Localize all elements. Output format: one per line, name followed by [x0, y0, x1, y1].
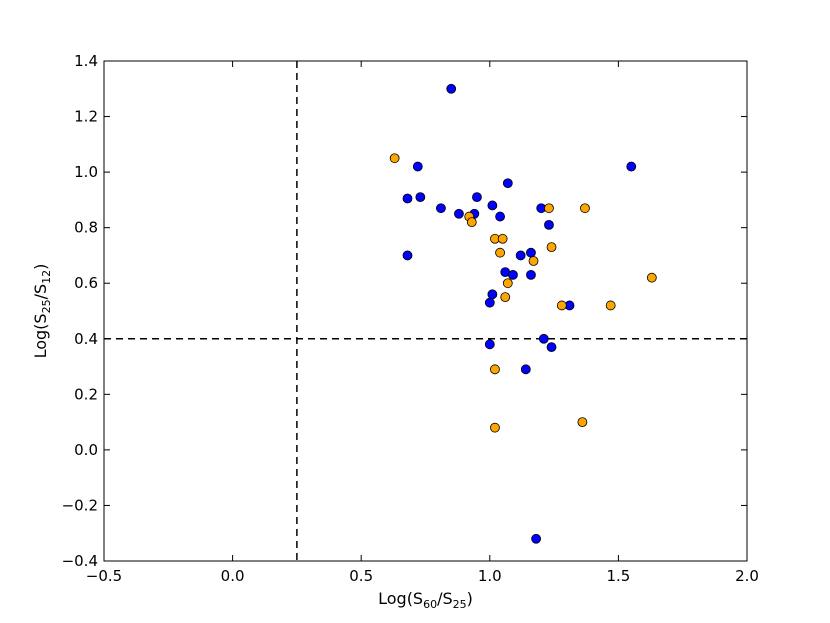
orange-data-point [490, 364, 500, 375]
y-tick-label: 1.2 [74, 108, 98, 126]
blue-data-point [446, 83, 457, 94]
orange-data-point [497, 233, 508, 244]
blue-data-point [531, 533, 541, 544]
blue-data-point [412, 161, 423, 172]
orange-data-point [500, 292, 511, 303]
x-tick-label: 1.0 [478, 567, 502, 585]
blue-data-point [487, 200, 498, 211]
x-tick-label: 0.0 [221, 567, 245, 585]
y-tick-label: 1.0 [74, 163, 98, 181]
blue-data-point [520, 364, 531, 375]
x-tick-label: 1.5 [606, 567, 630, 585]
orange-data-point [502, 278, 513, 289]
y-axis-title: Log(S25/S12) [31, 264, 53, 359]
blue-data-point [626, 161, 637, 172]
blue-data-point [526, 269, 536, 280]
blue-data-point [484, 339, 495, 350]
y-tick-label: 0.4 [74, 330, 98, 348]
y-tick-label: −0.2 [62, 496, 98, 514]
blue-data-point [454, 208, 464, 219]
blue-data-point [515, 250, 526, 261]
blue-data-point [495, 211, 505, 222]
y-tick-label: 0.2 [74, 385, 98, 403]
orange-data-point [495, 247, 505, 258]
orange-data-point [466, 217, 477, 228]
blue-data-point [436, 203, 446, 214]
orange-data-point [577, 417, 588, 428]
blue-data-point [402, 193, 413, 204]
y-tick-label: 0.6 [74, 274, 98, 292]
orange-data-point [556, 300, 567, 311]
y-tick-label: 1.4 [74, 52, 98, 70]
x-tick-label: −0.5 [86, 567, 122, 585]
x-axis-title: Log(S60/S25) [378, 589, 473, 611]
orange-data-point [580, 203, 590, 214]
blue-data-point [508, 269, 518, 280]
orange-data-point [646, 272, 657, 283]
data-points [389, 83, 657, 544]
axis-ticks [103, 60, 748, 562]
y-tick-label: 0.8 [74, 219, 98, 237]
orange-data-point [546, 242, 557, 253]
blue-data-point [544, 219, 554, 230]
x-tick-label: 0.5 [349, 567, 373, 585]
blue-data-point [487, 289, 498, 300]
blue-data-point [472, 192, 482, 203]
orange-data-point [544, 203, 554, 214]
plot-frame [103, 60, 748, 562]
blue-data-point [538, 333, 549, 344]
y-tick-label: 0.0 [74, 441, 98, 459]
y-tick-label: −0.4 [62, 552, 98, 570]
x-tick-label: 2.0 [735, 567, 759, 585]
orange-data-point [490, 422, 500, 433]
blue-data-point [526, 247, 536, 258]
orange-data-point [605, 300, 616, 311]
blue-data-point [484, 297, 495, 308]
blue-data-point [402, 250, 413, 261]
axis-tick-labels: −0.5 0.0 0.5 1.0 1.5 2.0 −0.4 −0.2 0.0 0.2 0.4 0.6 0… [62, 52, 759, 585]
orange-data-point [389, 153, 400, 164]
blue-data-point [415, 192, 426, 203]
blue-data-point [502, 178, 513, 189]
blue-data-point [546, 342, 557, 353]
orange-data-point [528, 256, 539, 266]
